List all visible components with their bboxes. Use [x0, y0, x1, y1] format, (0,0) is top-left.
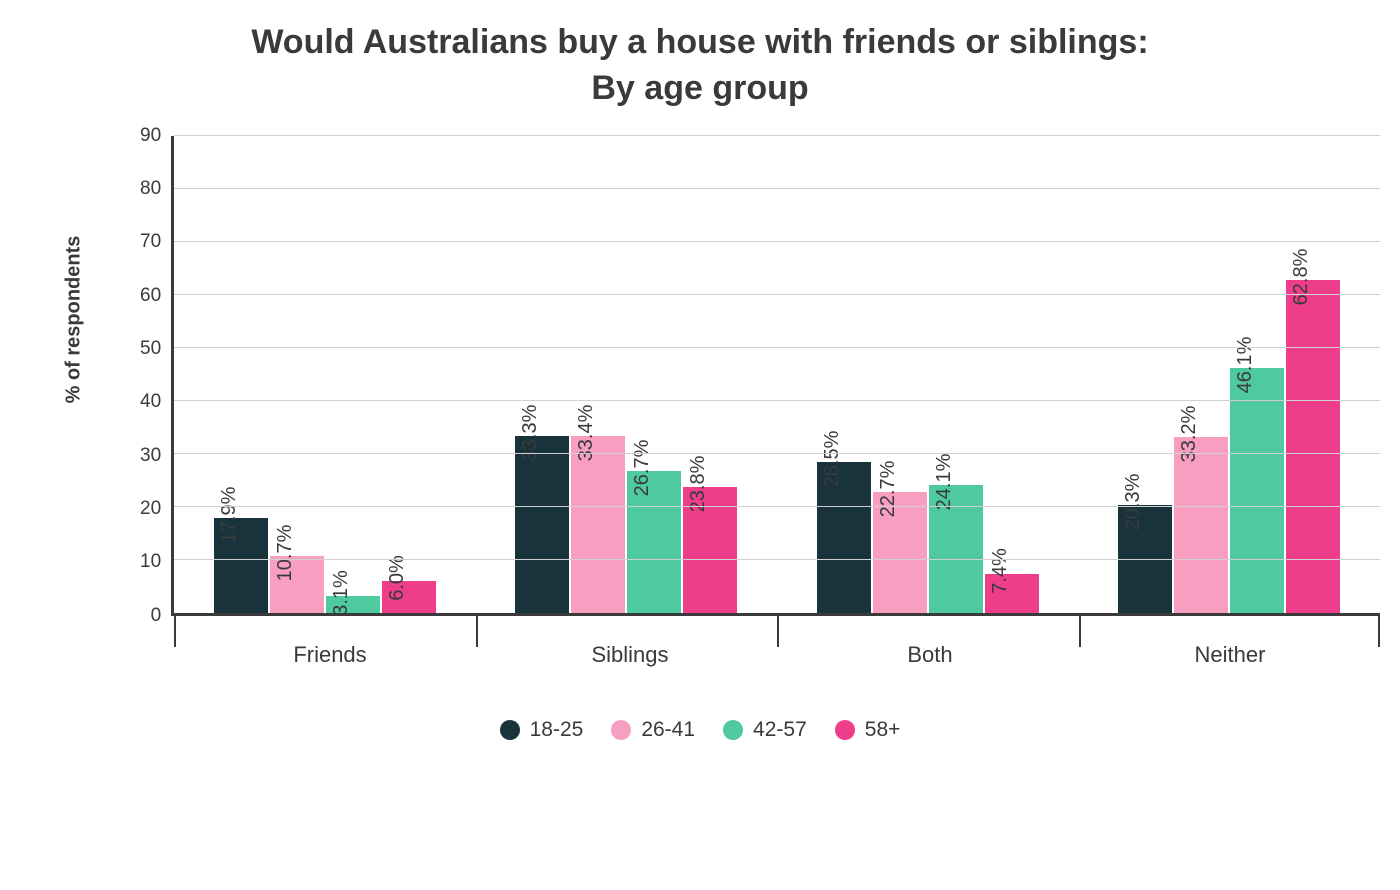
group-divider [1079, 615, 1081, 647]
bar-value-label: 28.5% [821, 430, 844, 493]
legend-label: 42-57 [753, 718, 807, 742]
y-axis-label: % of respondents [62, 236, 85, 404]
bar: 26.7% [627, 471, 681, 613]
x-axis-label: Both [780, 642, 1080, 668]
bar-value-label: 33.3% [519, 405, 542, 468]
plot-area: 17.9%10.7%3.1%6.0%33.3%33.4%26.7%23.8%28… [171, 136, 1380, 616]
bar-chart: Would Australians buy a house with frien… [20, 20, 1380, 742]
gridline [174, 294, 1380, 295]
bar-value-label: 33.4% [575, 404, 598, 467]
y-ticks: 9080706050403020100 [140, 136, 171, 616]
bar: 3.1% [326, 596, 380, 612]
bar-value-label: 6.0% [386, 555, 409, 607]
plot-wrap: 9080706050403020100 17.9%10.7%3.1%6.0%33… [140, 136, 1380, 616]
bar-value-label: 23.8% [687, 455, 710, 518]
x-axis-labels: FriendsSiblingsBothNeither [180, 642, 1380, 668]
bar-value-label: 22.7% [877, 461, 900, 524]
legend: 18-25 26-41 42-57 58+ [20, 718, 1380, 742]
axis-divider [1378, 615, 1380, 647]
bar: 17.9% [214, 518, 268, 613]
bar-group: 33.3%33.4%26.7%23.8% [476, 136, 777, 613]
legend-label: 58+ [865, 718, 901, 742]
gridline [174, 559, 1380, 560]
legend-swatch [500, 720, 520, 740]
group-divider [777, 615, 779, 647]
chart-title: Would Australians buy a house with frien… [20, 20, 1380, 112]
gridline [174, 188, 1380, 189]
x-axis-label: Siblings [480, 642, 780, 668]
bar-value-label: 7.4% [989, 548, 1012, 600]
legend-item: 26-41 [611, 718, 695, 742]
bar: 10.7% [270, 556, 324, 613]
bar-value-label: 3.1% [330, 571, 353, 623]
legend-label: 26-41 [641, 718, 695, 742]
bar-group: 17.9%10.7%3.1%6.0% [174, 136, 475, 613]
gridline [174, 400, 1380, 401]
bar-value-label: 24.1% [933, 454, 956, 517]
x-axis-label: Neither [1080, 642, 1380, 668]
bar: 33.2% [1174, 437, 1228, 613]
legend-item: 42-57 [723, 718, 807, 742]
group-divider [174, 615, 176, 647]
gridline [174, 135, 1380, 136]
legend-item: 18-25 [500, 718, 584, 742]
gridline [174, 241, 1380, 242]
bar: 6.0% [382, 581, 436, 613]
bar-value-label: 17.9% [218, 487, 241, 550]
bar-groups: 17.9%10.7%3.1%6.0%33.3%33.4%26.7%23.8%28… [174, 136, 1380, 613]
legend-swatch [835, 720, 855, 740]
x-axis-label: Friends [180, 642, 480, 668]
bar-group: 28.5%22.7%24.1%7.4% [777, 136, 1078, 613]
bar: 62.8% [1286, 280, 1340, 613]
group-divider [476, 615, 478, 647]
bar-value-label: 10.7% [274, 525, 297, 588]
bar-value-label: 62.8% [1290, 249, 1313, 312]
gridline [174, 453, 1380, 454]
bar: 7.4% [985, 574, 1039, 613]
gridline [174, 347, 1380, 348]
legend-swatch [723, 720, 743, 740]
legend-swatch [611, 720, 631, 740]
bar-value-label: 33.2% [1178, 405, 1201, 468]
bar: 28.5% [817, 462, 871, 613]
legend-item: 58+ [835, 718, 901, 742]
bar-group: 20.3%33.2%46.1%62.8% [1079, 136, 1380, 613]
bar: 46.1% [1230, 368, 1284, 612]
gridline [174, 506, 1380, 507]
bar: 22.7% [873, 492, 927, 612]
legend-label: 18-25 [530, 718, 584, 742]
bar-value-label: 26.7% [631, 440, 654, 503]
bar: 33.4% [571, 436, 625, 613]
bar: 24.1% [929, 485, 983, 613]
bar: 33.3% [515, 436, 569, 612]
